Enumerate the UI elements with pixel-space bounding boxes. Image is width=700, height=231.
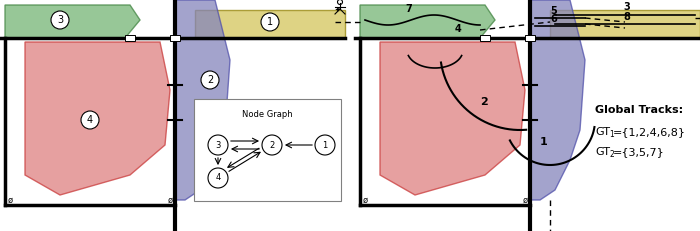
Text: 3: 3 <box>623 2 630 12</box>
Polygon shape <box>25 42 170 195</box>
Text: 1: 1 <box>267 17 273 27</box>
Bar <box>170 35 180 41</box>
Text: ø: ø <box>8 195 13 204</box>
Text: 7: 7 <box>405 4 412 14</box>
Circle shape <box>81 111 99 129</box>
Polygon shape <box>550 10 700 38</box>
Circle shape <box>208 168 228 188</box>
Polygon shape <box>5 5 140 38</box>
Text: 2: 2 <box>609 150 614 159</box>
Circle shape <box>201 71 219 89</box>
Text: ø: ø <box>523 195 528 204</box>
Text: 1: 1 <box>323 140 328 149</box>
Text: ={1,2,4,6,8}: ={1,2,4,6,8} <box>613 127 686 137</box>
Circle shape <box>208 135 228 155</box>
Text: 5: 5 <box>550 6 556 16</box>
Text: 3: 3 <box>57 15 63 25</box>
Text: ø: ø <box>363 195 368 204</box>
Text: 4: 4 <box>455 24 462 34</box>
Polygon shape <box>380 42 525 195</box>
Text: ={3,5,7}: ={3,5,7} <box>613 147 665 157</box>
Bar <box>480 35 490 41</box>
Bar <box>525 35 535 41</box>
Bar <box>125 35 135 41</box>
Text: 1: 1 <box>540 137 547 147</box>
Text: 4: 4 <box>87 115 93 125</box>
Text: Node Graph: Node Graph <box>242 110 293 119</box>
Circle shape <box>261 13 279 31</box>
Text: 2: 2 <box>270 140 274 149</box>
Circle shape <box>51 11 69 29</box>
Text: 8: 8 <box>623 12 630 22</box>
Text: GT: GT <box>595 147 610 157</box>
Text: 6: 6 <box>550 14 556 24</box>
Polygon shape <box>195 10 345 38</box>
Text: 4: 4 <box>216 173 220 182</box>
Text: GT: GT <box>595 127 610 137</box>
Text: ✦: ✦ <box>335 7 341 13</box>
Polygon shape <box>530 0 585 200</box>
Text: 3: 3 <box>216 140 220 149</box>
Text: 2: 2 <box>480 97 488 107</box>
Text: 2: 2 <box>207 75 213 85</box>
FancyBboxPatch shape <box>194 99 341 201</box>
Polygon shape <box>360 5 495 38</box>
Circle shape <box>315 135 335 155</box>
Text: ø: ø <box>168 195 173 204</box>
Polygon shape <box>175 0 230 200</box>
Text: 1: 1 <box>609 130 614 139</box>
Text: Global Tracks:: Global Tracks: <box>595 105 683 115</box>
Circle shape <box>262 135 282 155</box>
